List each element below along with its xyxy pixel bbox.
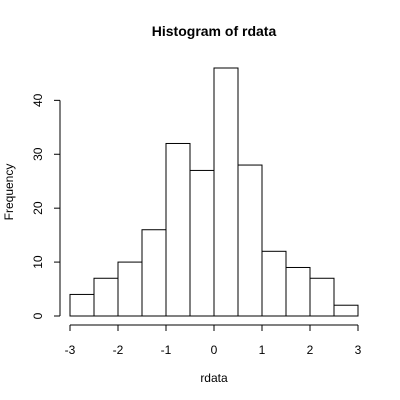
histogram-bar-3 <box>141 229 167 317</box>
histogram-bar-7 <box>237 164 263 317</box>
histogram-bar-4 <box>165 142 191 317</box>
histogram-bar-8 <box>261 250 287 317</box>
y-tick-label: 40 <box>31 93 45 107</box>
x-tick-label: 0 <box>211 343 218 357</box>
y-tick-label: 10 <box>31 255 45 269</box>
x-axis: -3 -2 -1 0 1 2 3 <box>65 324 362 357</box>
y-tick-label: 0 <box>31 312 45 319</box>
histogram-bar-2 <box>117 261 143 317</box>
x-tick-label: 2 <box>307 343 314 357</box>
x-tick-label: -2 <box>113 343 124 357</box>
y-axis-label: Frequency <box>2 164 16 221</box>
histogram-bar-0 <box>69 293 95 317</box>
x-tick-label: 1 <box>259 343 266 357</box>
x-tick-label: -3 <box>65 343 76 357</box>
histogram-bar-10 <box>309 277 335 317</box>
x-axis-label: rdata <box>200 371 228 385</box>
y-axis: 0 10 20 30 40 <box>31 93 61 319</box>
x-tick-label: -1 <box>161 343 172 357</box>
histogram-bar-5 <box>189 169 215 317</box>
histogram-bar-11 <box>333 304 359 317</box>
x-tick-label: 3 <box>355 343 362 357</box>
y-tick-label: 30 <box>31 147 45 161</box>
y-tick-label: 20 <box>31 201 45 215</box>
histogram-bar-1 <box>93 277 119 317</box>
chart-title: Histogram of rdata <box>152 23 277 39</box>
histogram-bar-9 <box>285 266 311 317</box>
histogram-bar-6 <box>213 67 239 317</box>
bars-group <box>69 67 359 317</box>
